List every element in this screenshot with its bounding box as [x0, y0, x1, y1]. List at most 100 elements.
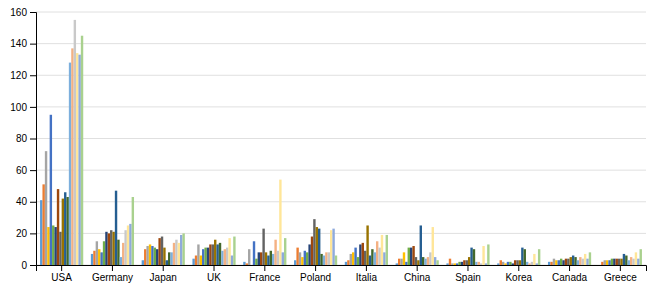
- bar: [270, 251, 272, 265]
- series: [54, 227, 615, 265]
- bar: [429, 252, 431, 265]
- bar: [47, 227, 49, 265]
- x-tick-mark: [467, 265, 468, 271]
- bar: [386, 235, 388, 265]
- grid-line: [36, 138, 646, 139]
- y-tick-label: 160: [10, 7, 27, 18]
- bar: [325, 252, 327, 265]
- bar: [410, 248, 412, 265]
- y-tick: 160: [10, 7, 36, 18]
- bar: [574, 257, 576, 265]
- bar: [478, 262, 480, 265]
- bar: [352, 252, 354, 265]
- bar: [485, 263, 487, 265]
- x-tick-label: France: [249, 272, 281, 283]
- x-tick: Spain: [455, 265, 481, 283]
- x-tick-mark: [315, 265, 316, 271]
- y-tick-label: 140: [10, 38, 27, 49]
- y-tick: 0: [21, 260, 36, 271]
- bar: [497, 263, 499, 265]
- bar: [531, 262, 533, 265]
- y-tick: 20: [16, 228, 36, 239]
- x-tick-mark: [569, 265, 570, 271]
- x-tick: Japan: [150, 265, 177, 283]
- grid-line: [36, 106, 646, 107]
- bar: [427, 257, 429, 265]
- bar: [526, 262, 528, 265]
- x-tick-label: Canada: [552, 272, 587, 283]
- bar: [553, 259, 555, 265]
- bar: [64, 192, 66, 265]
- grid-line: [36, 201, 646, 202]
- bar: [42, 184, 44, 265]
- y-tick-mark: [30, 265, 36, 266]
- bar: [436, 260, 438, 265]
- x-tick-label: Germany: [92, 272, 133, 283]
- bar: [635, 252, 637, 265]
- bar: [454, 263, 456, 265]
- bar: [284, 238, 286, 265]
- bar: [175, 240, 177, 265]
- bar: [521, 248, 523, 265]
- bar: [519, 260, 521, 265]
- bar: [565, 259, 567, 265]
- bar: [209, 244, 211, 265]
- bar: [173, 243, 175, 265]
- x-tick-label: Japan: [150, 272, 177, 283]
- bar: [562, 260, 564, 265]
- bar: [456, 263, 458, 265]
- x-tick-label: Spain: [455, 272, 481, 283]
- bar: [335, 256, 337, 265]
- bar: [538, 249, 540, 265]
- x-tick-label: Poland: [300, 272, 331, 283]
- bar: [524, 249, 526, 265]
- bar: [504, 263, 506, 265]
- bar: [207, 248, 209, 265]
- bar: [374, 252, 376, 265]
- plot: 020406080100120140160USAGermanyJapanUKFr…: [10, 7, 646, 283]
- x-tick-label: Greece: [604, 272, 637, 283]
- bar: [69, 63, 71, 265]
- bar: [579, 257, 581, 265]
- y-axis-line: [30, 13, 37, 266]
- bar: [117, 240, 119, 265]
- y-tick: 140: [10, 38, 36, 49]
- bar: [40, 200, 42, 265]
- grid-line: [36, 75, 646, 76]
- bar: [347, 260, 349, 265]
- bar: [78, 55, 80, 265]
- bar: [637, 259, 639, 265]
- x-tick: UK: [207, 265, 221, 283]
- bar: [57, 189, 59, 265]
- bar: [182, 233, 184, 265]
- bar: [248, 249, 250, 265]
- y-tick-label: 0: [21, 260, 27, 271]
- bar: [45, 151, 47, 265]
- y-tick-mark: [30, 75, 36, 76]
- y-axis: 020406080100120140160: [10, 7, 36, 271]
- bar: [558, 260, 560, 265]
- bar: [461, 262, 463, 265]
- bar: [345, 262, 347, 265]
- bar: [330, 230, 332, 265]
- bar: [100, 252, 102, 265]
- grid-line: [36, 43, 646, 44]
- x-tick: Canada: [552, 265, 587, 283]
- bar: [54, 227, 56, 265]
- bar: [161, 237, 163, 265]
- series: [59, 219, 620, 265]
- series: [69, 63, 630, 265]
- bar: [258, 252, 260, 265]
- bar: [221, 251, 223, 265]
- x-tick-label: USA: [51, 272, 72, 283]
- bar: [316, 227, 318, 265]
- y-tick-mark: [30, 139, 36, 140]
- bar: [299, 252, 301, 265]
- bar: [332, 229, 334, 265]
- bar: [200, 256, 202, 265]
- grid-line: [36, 170, 646, 171]
- bar: [120, 257, 122, 265]
- series: [76, 53, 637, 265]
- bar: [364, 251, 366, 265]
- bar: [446, 263, 448, 265]
